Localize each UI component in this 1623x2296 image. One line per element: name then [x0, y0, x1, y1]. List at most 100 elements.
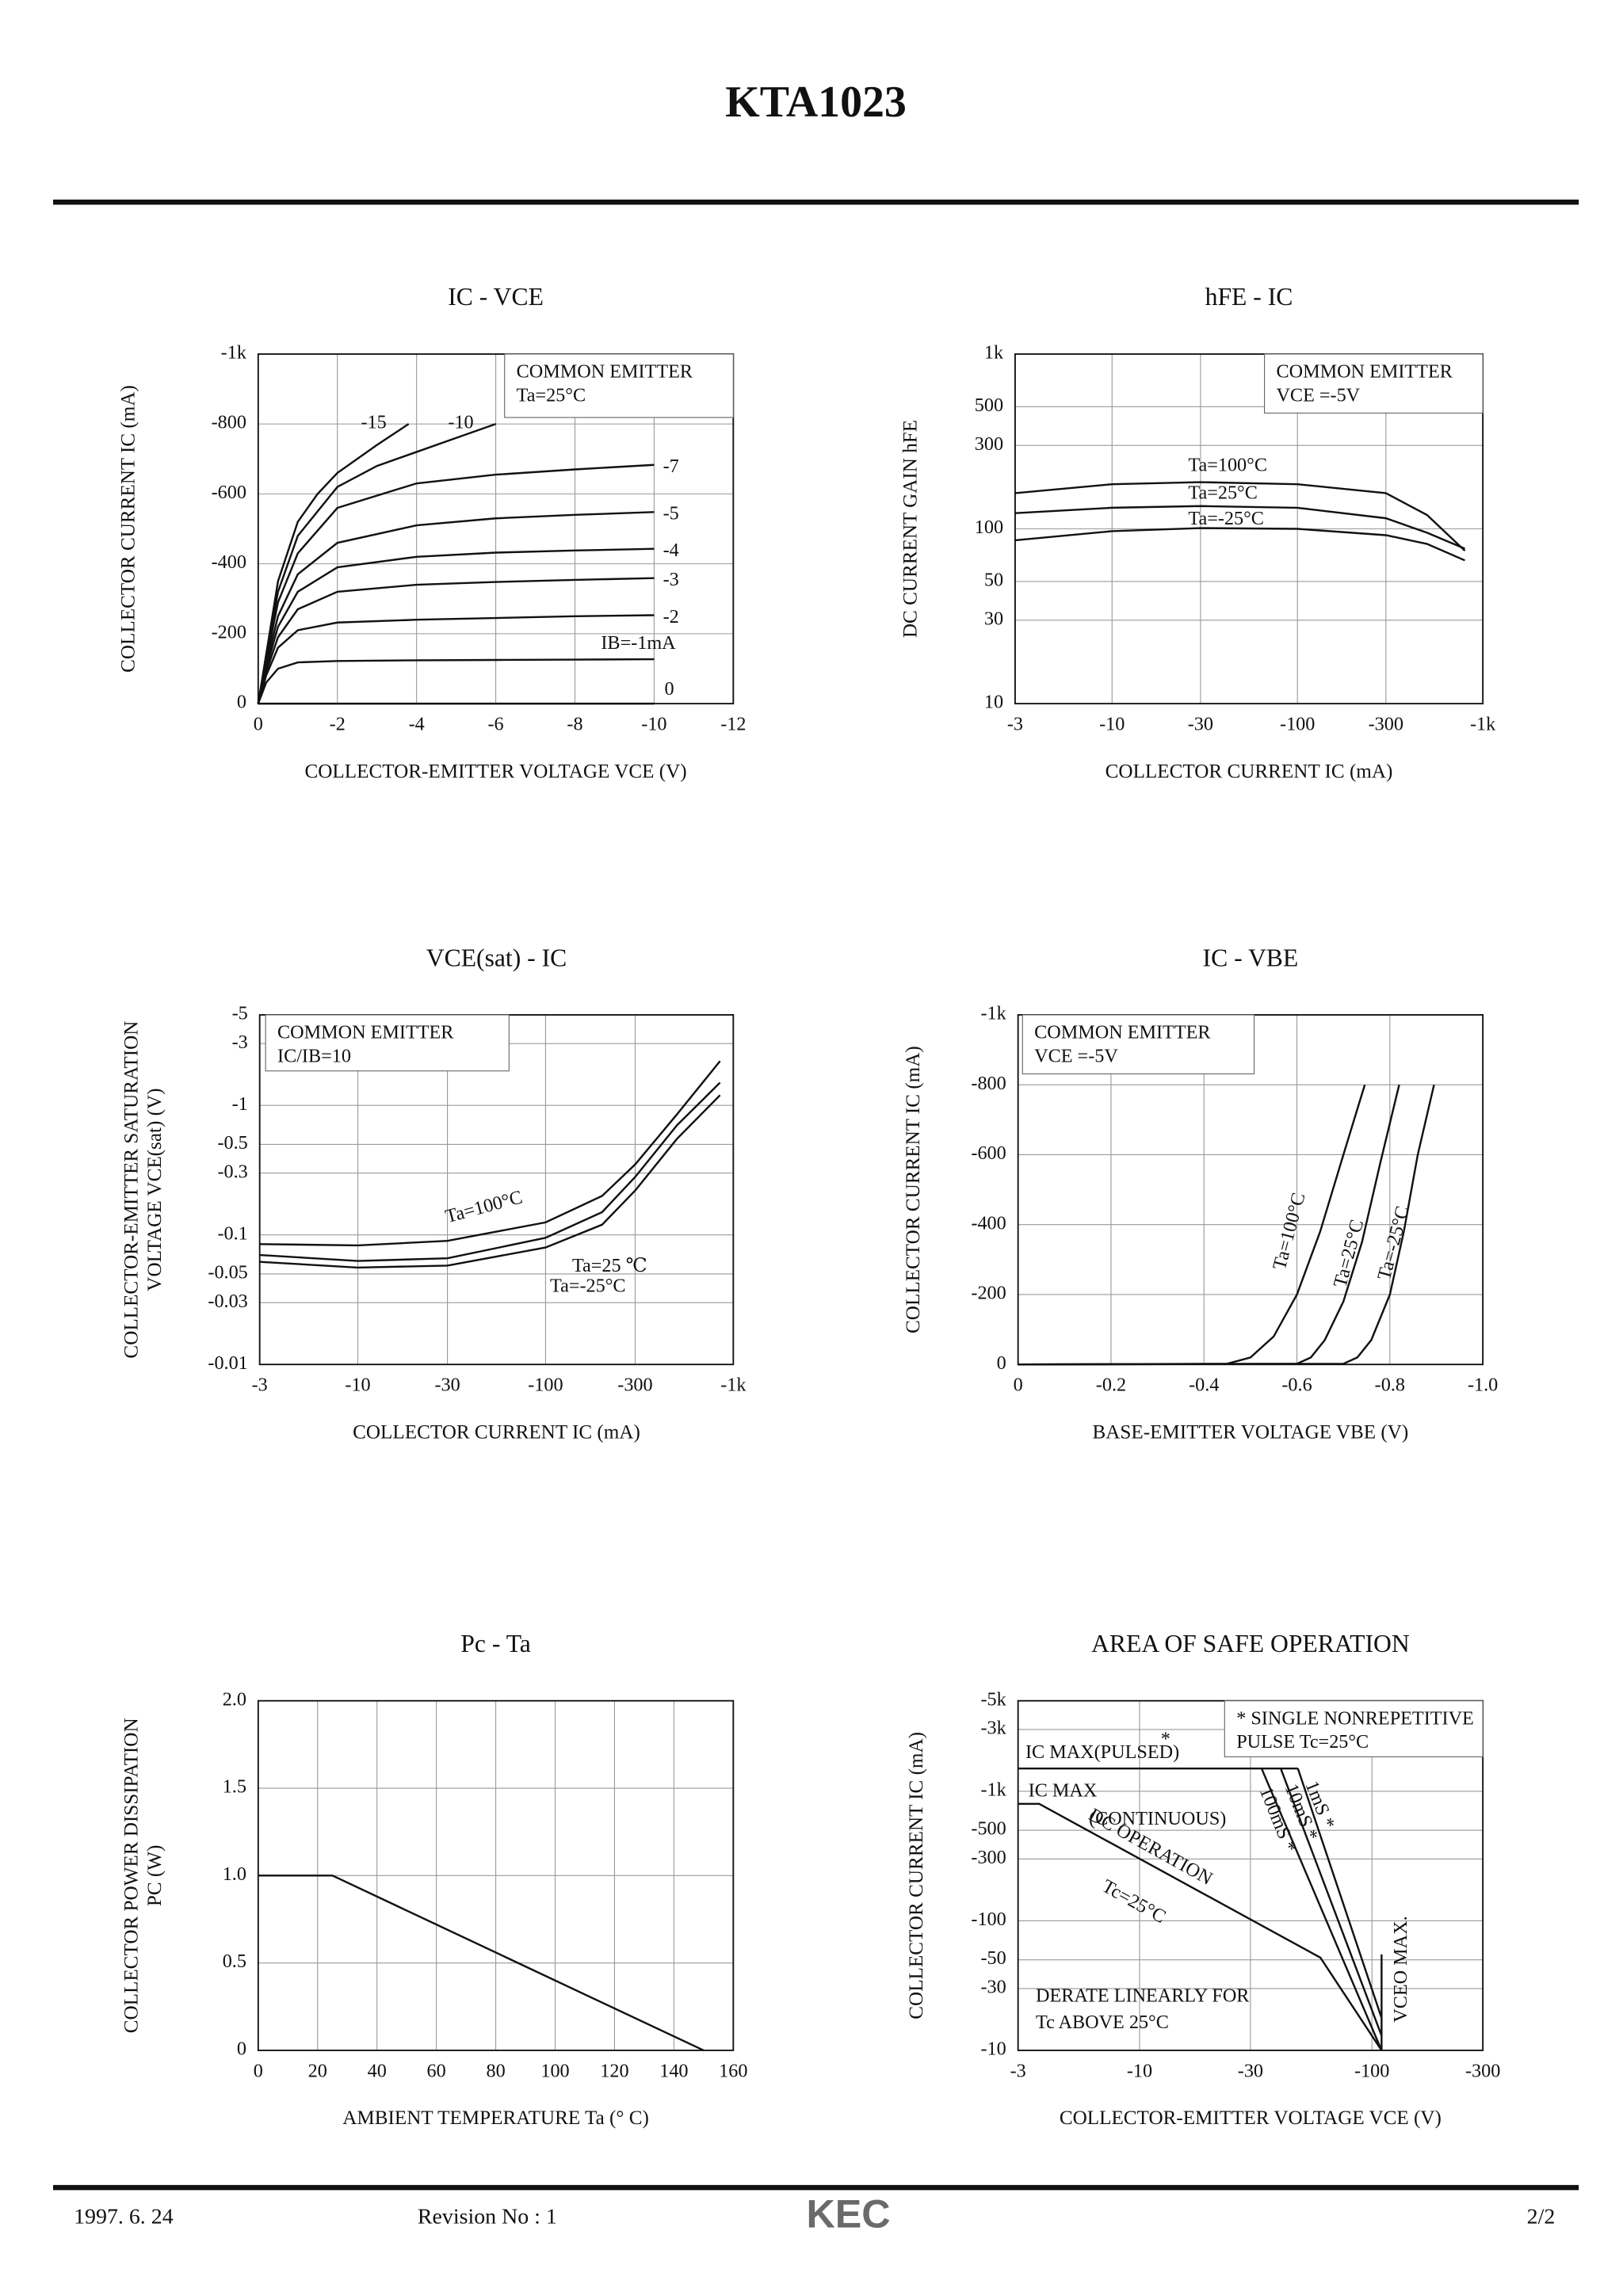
curve [1014, 505, 1465, 550]
note-text: VCE =-5V [1276, 384, 1360, 406]
y-tick-label: -0.5 [217, 1132, 247, 1154]
note-text: VCE =-5V [1034, 1046, 1118, 1067]
curve [1018, 1084, 1435, 1366]
y-axis-label: COLLECTOR CURRENT IC (mA) [906, 1732, 927, 2019]
y-tick-label: 0.5 [223, 1951, 246, 1972]
note-text: COMMON EMITTER [1276, 361, 1453, 383]
annotation: DERATE LINEARLY FOR [1036, 1985, 1250, 2006]
curve [1014, 527, 1465, 562]
note-text: COMMON EMITTER [517, 361, 693, 383]
curve [258, 1875, 705, 2052]
y-tick-label: 10 [984, 692, 1003, 713]
x-tick-label: 100 [540, 2060, 569, 2081]
curve [1279, 1768, 1383, 2036]
chart-title: Pc - Ta [460, 1630, 531, 1657]
y-tick-label: -0.03 [208, 1291, 247, 1312]
curve-label: IB=-1mA [601, 632, 676, 654]
x-tick-label: -1k [1470, 714, 1496, 735]
curve-label: Ta=100°C [1188, 454, 1267, 475]
note-text: COMMON EMITTER [277, 1022, 454, 1043]
x-axis-label: COLLECTOR CURRENT IC (mA) [1106, 761, 1393, 782]
curve [1018, 1084, 1400, 1366]
x-tick-label: -10 [345, 1375, 370, 1396]
x-tick-label: -0.6 [1281, 1375, 1312, 1396]
y-tick-label: 1.0 [223, 1863, 246, 1885]
x-tick-label: 0 [254, 714, 263, 735]
y-tick-label: -0.01 [208, 1352, 247, 1374]
x-tick-label: -100 [1354, 2060, 1389, 2081]
curve [1018, 1802, 1383, 2051]
footer-logo: KEC [806, 2192, 890, 2237]
curve [257, 658, 655, 704]
y-axis-label: PC (W) [144, 1845, 166, 1906]
chart-title: IC - VBE [1203, 944, 1299, 971]
x-tick-label: -30 [434, 1375, 460, 1396]
x-tick-label: -8 [567, 714, 582, 735]
curve [259, 1094, 721, 1269]
x-tick-label: -100 [528, 1375, 563, 1396]
y-tick-label: 100 [975, 517, 1003, 538]
curve [257, 422, 496, 704]
y-tick-label: -3k [981, 1718, 1007, 1739]
annotation: IC MAX [1029, 1780, 1098, 1802]
note-text: Ta=25°C [517, 384, 586, 406]
x-tick-label: -12 [720, 714, 746, 735]
curve-label: -15 [361, 412, 386, 433]
y-tick-label: 500 [975, 395, 1003, 416]
y-tick-label: -5k [981, 1688, 1007, 1710]
note-box [265, 1014, 510, 1072]
curve-label: -10 [448, 412, 473, 433]
y-tick-label: -3 [232, 1032, 248, 1053]
curve-label: -4 [663, 540, 679, 561]
x-tick-label: -0.4 [1189, 1375, 1219, 1396]
y-axis-label: DC CURRENT GAIN hFE [899, 420, 921, 638]
x-axis-label: COLLECTOR CURRENT IC (mA) [353, 1421, 640, 1443]
curve [1014, 481, 1466, 551]
y-tick-label: -400 [971, 1212, 1006, 1234]
y-tick-label: -5 [232, 1003, 248, 1024]
x-tick-label: 160 [719, 2060, 747, 2081]
curve-label: Ta=-25°C [1188, 508, 1264, 529]
note-box [1224, 1700, 1484, 1758]
note-text: IC/IB=10 [277, 1046, 351, 1067]
curve-label: Ta=25°C [1188, 482, 1257, 504]
curve [257, 463, 655, 704]
footer-page: 2/2 [1527, 2205, 1556, 2229]
annotation: Tc ABOVE 25°C [1036, 2012, 1169, 2033]
y-tick-label: 0 [997, 1352, 1006, 1374]
y-tick-label: 50 [984, 569, 1003, 590]
chart-title: AREA OF SAFE OPERATION [1091, 1630, 1410, 1657]
y-tick-label: -1k [221, 341, 247, 363]
curve-label: IC MAX(PULSED) [1025, 1741, 1179, 1763]
curve-label: Ta=25 ℃ [572, 1255, 647, 1276]
y-tick-label: -600 [971, 1142, 1006, 1164]
x-tick-label: -300 [617, 1375, 652, 1396]
note-text: COMMON EMITTER [1034, 1022, 1211, 1043]
x-tick-label: -0.8 [1375, 1375, 1405, 1396]
y-tick-label: -30 [981, 1977, 1006, 1998]
x-tick-label: 40 [368, 2060, 387, 2081]
y-tick-label: -800 [971, 1073, 1006, 1094]
x-axis-label: BASE-EMITTER VOLTAGE VBE (V) [1092, 1421, 1408, 1443]
x-axis-label: AMBIENT TEMPERATURE Ta (° C) [342, 2107, 649, 2129]
page-title: KTA1023 [725, 78, 907, 127]
x-axis-label: COLLECTOR-EMITTER VOLTAGE VCE (V) [1060, 2107, 1442, 2129]
annotation: (CONTINUOUS) [1089, 1808, 1226, 1829]
note-text: * SINGLE NONREPETITIVE [1236, 1707, 1474, 1729]
x-tick-label: -300 [1369, 714, 1403, 735]
y-tick-label: -0.1 [217, 1222, 247, 1244]
x-tick-label: 0 [254, 2060, 263, 2081]
x-tick-label: -6 [487, 714, 503, 735]
plot-frame [1014, 353, 1484, 705]
x-tick-label: -10 [1099, 714, 1125, 735]
curve-label: -5 [663, 503, 679, 524]
curve [257, 547, 655, 704]
y-axis-label: COLLECTOR-EMITTER SATURATION [120, 1021, 142, 1359]
x-tick-label: -3 [1010, 2060, 1026, 2081]
y-tick-label: 2.0 [223, 1688, 246, 1710]
curve-label: Ta=-25°C [550, 1275, 626, 1296]
x-tick-label: -300 [1465, 2060, 1500, 2081]
x-tick-label: -30 [1238, 2060, 1263, 2081]
x-tick-label: -1k [720, 1375, 747, 1396]
